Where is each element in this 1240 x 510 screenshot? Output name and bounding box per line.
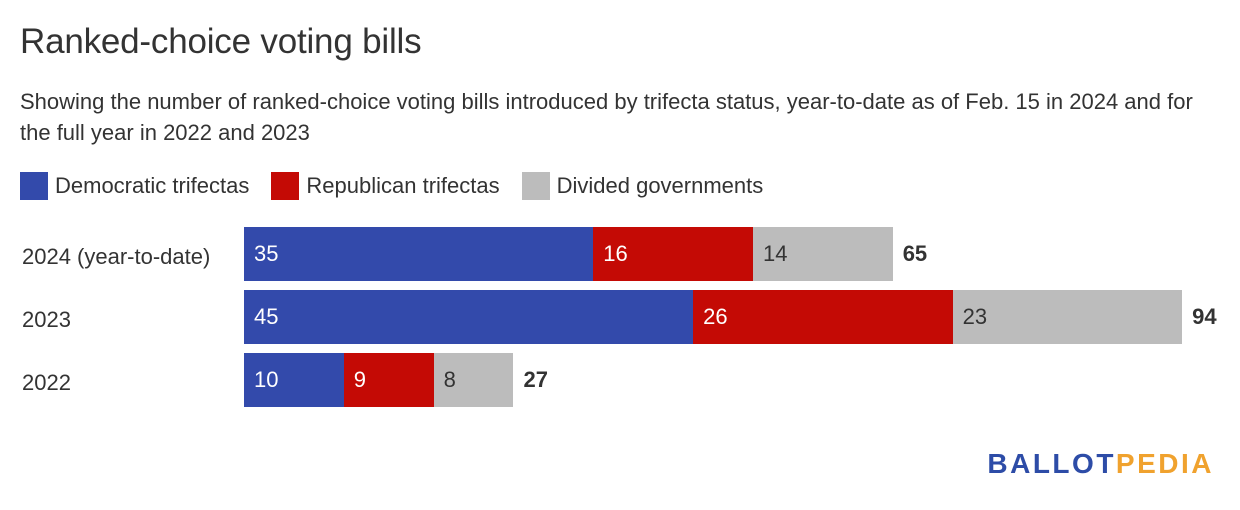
bar-segment xyxy=(952,290,1183,344)
bar-segment xyxy=(752,227,893,281)
bar-segment xyxy=(244,290,694,344)
bar-value-label: 9 xyxy=(353,367,367,392)
legend-swatch xyxy=(20,172,48,200)
legend-swatch xyxy=(271,172,300,200)
bar-value-label: 35 xyxy=(254,241,279,266)
legend-label: Divided governments xyxy=(556,173,764,198)
bar-segment xyxy=(593,227,753,281)
ballotpedia-logo: BALLOTPEDIA xyxy=(987,448,1214,480)
legend-label: Republican trifectas xyxy=(306,173,500,198)
legend: Democratic trifectas Republican trifectas… xyxy=(20,172,785,200)
legend-item: Divided governments xyxy=(521,172,764,200)
bar-segment xyxy=(693,290,953,344)
logo-part-ballot: BALLOT xyxy=(987,448,1116,479)
bar-value-label: 45 xyxy=(254,304,279,329)
legend-swatch xyxy=(521,172,550,200)
legend-item: Democratic trifectas xyxy=(20,172,249,200)
bar-total-label: 27 xyxy=(523,367,548,392)
bar-segment xyxy=(343,353,434,407)
bar-segment xyxy=(244,353,344,407)
bar-segment xyxy=(433,353,514,407)
category-label: 2023 xyxy=(22,307,71,332)
bar-total-label: 65 xyxy=(902,241,928,266)
bar-value-label: 26 xyxy=(703,304,728,329)
bar-value-label: 16 xyxy=(603,241,628,266)
bar-segment xyxy=(244,227,594,281)
bar-value-label: 10 xyxy=(254,367,279,392)
bar-value-label: 14 xyxy=(762,241,788,266)
bar-total-label: 94 xyxy=(1192,304,1217,329)
bar-value-label: 8 xyxy=(443,367,456,392)
logo-part-pedia: PEDIA xyxy=(1115,448,1214,479)
chart-subtitle: Showing the number of ranked-choice voti… xyxy=(20,89,1193,145)
legend-item: Republican trifectas xyxy=(271,172,500,200)
chart-title: Ranked-choice voting bills xyxy=(20,22,422,61)
category-label: 2022 xyxy=(22,370,71,395)
bar-value-label: 23 xyxy=(962,304,988,329)
legend-label: Democratic trifectas xyxy=(55,173,250,198)
category-label: 2024 (year-to-date) xyxy=(22,244,211,269)
